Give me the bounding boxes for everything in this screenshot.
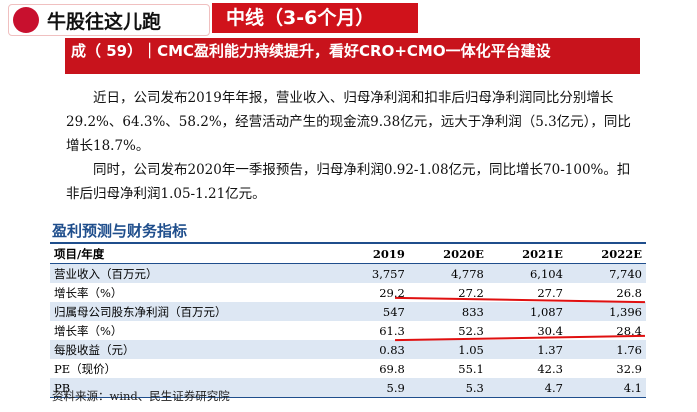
table-cell: 7,740 [566, 263, 646, 283]
header-cell: 2019 [342, 242, 409, 264]
table-cell: 归属母公司股东净利润（百万元） [50, 302, 343, 321]
table-cell: 32.9 [616, 361, 642, 376]
table-row: PE（现价） 69.8 55.1 42.3 32.9 [50, 359, 646, 378]
table-cell: 1.76 [566, 340, 646, 359]
table-cell: 27.2 [458, 285, 484, 300]
table-cell: 27.7 [537, 285, 563, 300]
table-cell: PE（现价） [54, 361, 117, 376]
table-cell: 1,087 [487, 302, 567, 321]
logo-text: 牛股往这儿跑 [47, 10, 162, 33]
table-cell: 69.8 [379, 361, 405, 376]
table-cell: 4.1 [566, 378, 646, 398]
tag: 中线（3-6个月） [212, 3, 418, 33]
table-cell: 42.3 [537, 361, 563, 376]
table-cell: 1.37 [487, 340, 567, 359]
table-row: 每股收益（元） 0.83 1.05 1.37 1.76 [50, 340, 646, 359]
table-cell: 营业收入（百万元） [50, 263, 343, 283]
table-cell: 547 [342, 302, 409, 321]
table-row: 增长率（%） 29.2 27.2 27.7 26.8 [50, 283, 646, 302]
table-cell: 29.2 [379, 285, 405, 300]
header-cell: 2022E [566, 242, 646, 264]
source: 资料来源：wind、民生证券研究院 [52, 389, 230, 403]
header-cell: 2020E [408, 242, 488, 264]
table-cell: 28.4 [616, 323, 642, 338]
section-title: 盈利预测与财务指标 [52, 222, 188, 240]
table-cell: 52.3 [458, 323, 484, 338]
body: 近日，公司发布2019年年报，营业收入、归母净利润和扣非后归母净利润同比分别增长… [66, 86, 634, 206]
logo-icon [13, 7, 39, 33]
table-row: 归属母公司股东净利润（百万元） 547 833 1,087 1,396 [50, 302, 646, 321]
table-cell: 每股收益（元） [50, 340, 343, 359]
table-row: 增长率（%） 61.3 52.3 30.4 28.4 [50, 321, 646, 340]
paragraph: 近日，公司发布2019年年报，营业收入、归母净利润和扣非后归母净利润同比分别增长… [66, 90, 631, 154]
table-cell: 30.4 [537, 323, 563, 338]
table-cell: PB [50, 378, 343, 398]
table-row: PB 5.9 5.3 4.7 4.1 [50, 378, 646, 398]
header: 牛股往这儿跑 中线（3-6个月） [0, 0, 697, 38]
table-cell: 5.9 [342, 378, 409, 398]
table-cell: 55.1 [458, 361, 484, 376]
logo: 牛股往这儿跑 [8, 4, 210, 36]
table-cell: 61.3 [379, 323, 405, 338]
table-cell: 4.7 [487, 378, 567, 398]
paragraph: 同时，公司发布2020年一季报预告，归母净利润0.92-1.08亿元，同比增长7… [66, 162, 631, 202]
table-cell: 833 [408, 302, 488, 321]
header-row: 项目/年度 2019 2020E 2021E 2022E [50, 242, 646, 264]
table-cell: 4,778 [408, 263, 488, 283]
table-cell: 增长率（%） [54, 285, 123, 300]
table: 项目/年度 2019 2020E 2021E 2022E 营业收入（百万元） 3,757 4,… [50, 242, 646, 398]
table-row: 营业收入（百万元） 3,757 4,778 6,104 7,740 [50, 263, 646, 283]
table-cell: 1.05 [408, 340, 488, 359]
banner: 成（ 59）｜CMC盈利能力持续提升，看好CRO+CMO一体化平台建设 [65, 38, 640, 74]
table-cell: 6,104 [487, 263, 567, 283]
table-cell: 0.83 [342, 340, 409, 359]
table-cell: 5.3 [408, 378, 488, 398]
table-cell: 增长率（%） [54, 323, 123, 338]
header-cell: 项目/年度 [50, 242, 343, 264]
table-cell: 3,757 [342, 263, 409, 283]
table-cell: 26.8 [616, 285, 642, 300]
table-cell: 1,396 [566, 302, 646, 321]
header-cell: 2021E [487, 242, 567, 264]
